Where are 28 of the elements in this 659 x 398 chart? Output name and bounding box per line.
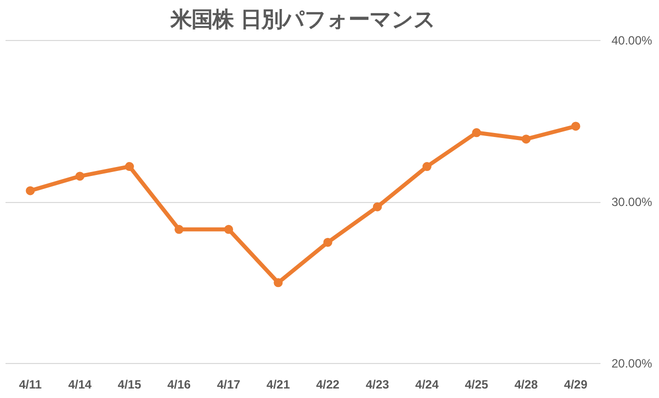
point: [522, 134, 531, 144]
x-tick-label: 4/15: [118, 378, 142, 392]
y-tick-label: 40.00%: [612, 34, 653, 48]
point: [372, 202, 382, 212]
x-tick-label: 4/28: [514, 378, 538, 392]
chart-title: 米国株 日別パフォーマンス: [169, 8, 436, 32]
point: [472, 128, 482, 138]
point: [26, 186, 35, 196]
x-tick-label: 4/25: [464, 378, 489, 392]
point: [174, 224, 184, 234]
point: [124, 162, 134, 172]
point: [323, 238, 332, 247]
y-tick-label: 20.00%: [612, 356, 653, 370]
point: [75, 172, 84, 181]
point: [422, 162, 432, 172]
x-tick-label: 4/24: [415, 378, 439, 392]
x-tick-label: 4/22: [316, 378, 340, 392]
x-tick-label: 4/11: [18, 378, 42, 392]
x-tick-label: 4/21: [266, 378, 290, 392]
point: [571, 122, 580, 131]
x-tick-label: 4/14: [68, 378, 92, 392]
x-tick-label: 4/17: [216, 378, 241, 392]
point: [224, 224, 234, 234]
x-tick-label: 4/16: [167, 378, 192, 392]
y-tick-label: 30.00%: [612, 195, 653, 209]
x-tick-label: 4/23: [366, 378, 390, 392]
point: [274, 278, 283, 288]
x-tick-label: 4/29: [564, 378, 588, 392]
